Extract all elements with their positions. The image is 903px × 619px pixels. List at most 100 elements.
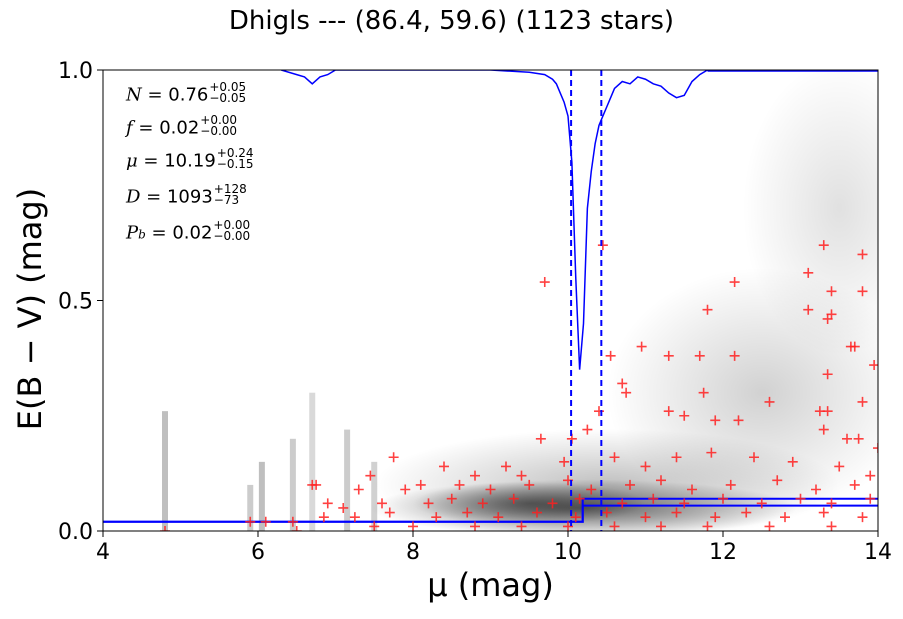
star-marker-79 <box>547 498 558 509</box>
star-marker-34 <box>582 424 593 435</box>
star-marker-48 <box>640 461 651 472</box>
annotation-d-plus: +128 <box>213 182 247 196</box>
density-cluster-4 <box>413 481 646 525</box>
star-marker-83 <box>679 498 690 509</box>
star-marker-6 <box>826 286 837 297</box>
star-marker-60 <box>454 479 465 490</box>
star-marker-71 <box>849 479 860 490</box>
annotation-pb-minus: −0.00 <box>213 229 251 244</box>
star-marker-44 <box>501 461 511 472</box>
star-marker-13 <box>636 341 647 352</box>
star-marker-62 <box>524 479 535 490</box>
annotation-n-label: N = <box>126 84 169 106</box>
star-marker-42 <box>439 461 449 472</box>
star-marker-19 <box>869 360 878 371</box>
star-marker-113 <box>516 521 527 531</box>
star-marker-69 <box>772 475 783 486</box>
star-marker-31 <box>857 396 868 407</box>
star-marker-70 <box>811 484 821 495</box>
star-marker-46 <box>559 456 570 467</box>
x-tick-label-5: 14 <box>864 540 892 565</box>
star-marker-84 <box>718 493 728 504</box>
star-marker-8 <box>702 304 713 315</box>
star-marker-39 <box>873 443 878 454</box>
star-marker-107 <box>857 512 868 523</box>
star-marker-43 <box>470 470 480 481</box>
star-marker-88 <box>865 493 876 504</box>
x-axis-label: μ (mag) <box>427 566 554 604</box>
star-marker-56 <box>311 479 322 490</box>
star-marker-47 <box>609 452 620 463</box>
probability-curve-line <box>281 70 708 370</box>
star-marker-5 <box>729 277 740 288</box>
star-marker-82 <box>648 493 659 504</box>
annotation-f-value: 0.02 <box>159 117 200 139</box>
annotation-n-value: 0.76 <box>168 84 209 106</box>
star-marker-25 <box>679 410 690 421</box>
x-tick-label-0: 4 <box>96 540 110 565</box>
annotation-mu-value: 10.19 <box>164 150 216 172</box>
x-tick-label-3: 10 <box>554 540 582 565</box>
star-marker-3 <box>857 249 868 260</box>
annotation-f-minus: −0.00 <box>200 124 238 139</box>
star-marker-28 <box>764 396 775 407</box>
x-axis-ticks: 4 6 8 10 12 14 <box>96 531 892 565</box>
annotation-pb-eq: = <box>145 222 173 244</box>
density-cluster-3 <box>742 70 878 357</box>
star-marker-22 <box>822 369 833 380</box>
star-marker-21 <box>698 387 709 398</box>
star-marker-97 <box>493 512 504 523</box>
star-marker-66 <box>656 475 666 486</box>
density-streak-6 <box>371 461 378 531</box>
probability-curve <box>281 70 878 370</box>
star-marker-18 <box>849 341 860 352</box>
star-marker-49 <box>671 452 682 463</box>
annotation-mu-plus: +0.24 <box>216 146 254 160</box>
star-marker-105 <box>780 512 790 523</box>
star-marker-30 <box>822 406 833 417</box>
star-marker-72 <box>322 498 333 509</box>
star-marker-87 <box>826 498 837 509</box>
star-marker-20 <box>617 378 628 389</box>
star-marker-64 <box>586 484 597 495</box>
star-marker-75 <box>423 498 434 509</box>
density-streak-0 <box>162 411 168 531</box>
star-marker-104 <box>741 507 752 518</box>
annotation-pb: Pb = 0.02 +0.00 −0.00 <box>126 219 251 245</box>
star-marker-68 <box>725 479 736 490</box>
annotation-mu-label: μ = <box>126 150 165 172</box>
star-marker-112 <box>470 521 480 531</box>
star-marker-90 <box>260 516 271 527</box>
density-streak-5 <box>344 429 351 531</box>
star-marker-57 <box>353 484 364 495</box>
star-marker-111 <box>408 521 418 531</box>
star-marker-38 <box>853 433 864 444</box>
star-marker-52 <box>787 456 798 467</box>
star-marker-109 <box>291 526 302 531</box>
density-streak-4 <box>309 392 316 531</box>
star-marker-12 <box>605 350 616 361</box>
star-marker-27 <box>733 415 744 426</box>
star-marker-81 <box>617 498 628 509</box>
star-marker-9 <box>803 304 814 315</box>
star-marker-16 <box>729 350 740 361</box>
star-marker-114 <box>563 521 573 531</box>
annotation-mu-minus: −0.15 <box>216 157 254 172</box>
star-marker-77 <box>477 498 488 509</box>
star-marker-0 <box>539 277 550 288</box>
star-marker-100 <box>601 507 612 518</box>
x-tick-label-2: 8 <box>406 540 420 565</box>
y-tick-label-0: 0.0 <box>58 520 93 545</box>
star-marker-11 <box>826 309 837 320</box>
star-marker-96 <box>462 507 473 518</box>
star-marker-92 <box>318 512 329 523</box>
star-marker-91 <box>287 516 298 527</box>
star-marker-76 <box>446 493 457 504</box>
annotation-d-label: D = <box>126 186 167 208</box>
x-tick-label-1: 6 <box>251 540 265 565</box>
star-marker-102 <box>671 507 682 518</box>
x-tick-label-4: 12 <box>709 540 737 565</box>
star-marker-37 <box>842 433 852 444</box>
star-marker-103 <box>710 512 721 523</box>
